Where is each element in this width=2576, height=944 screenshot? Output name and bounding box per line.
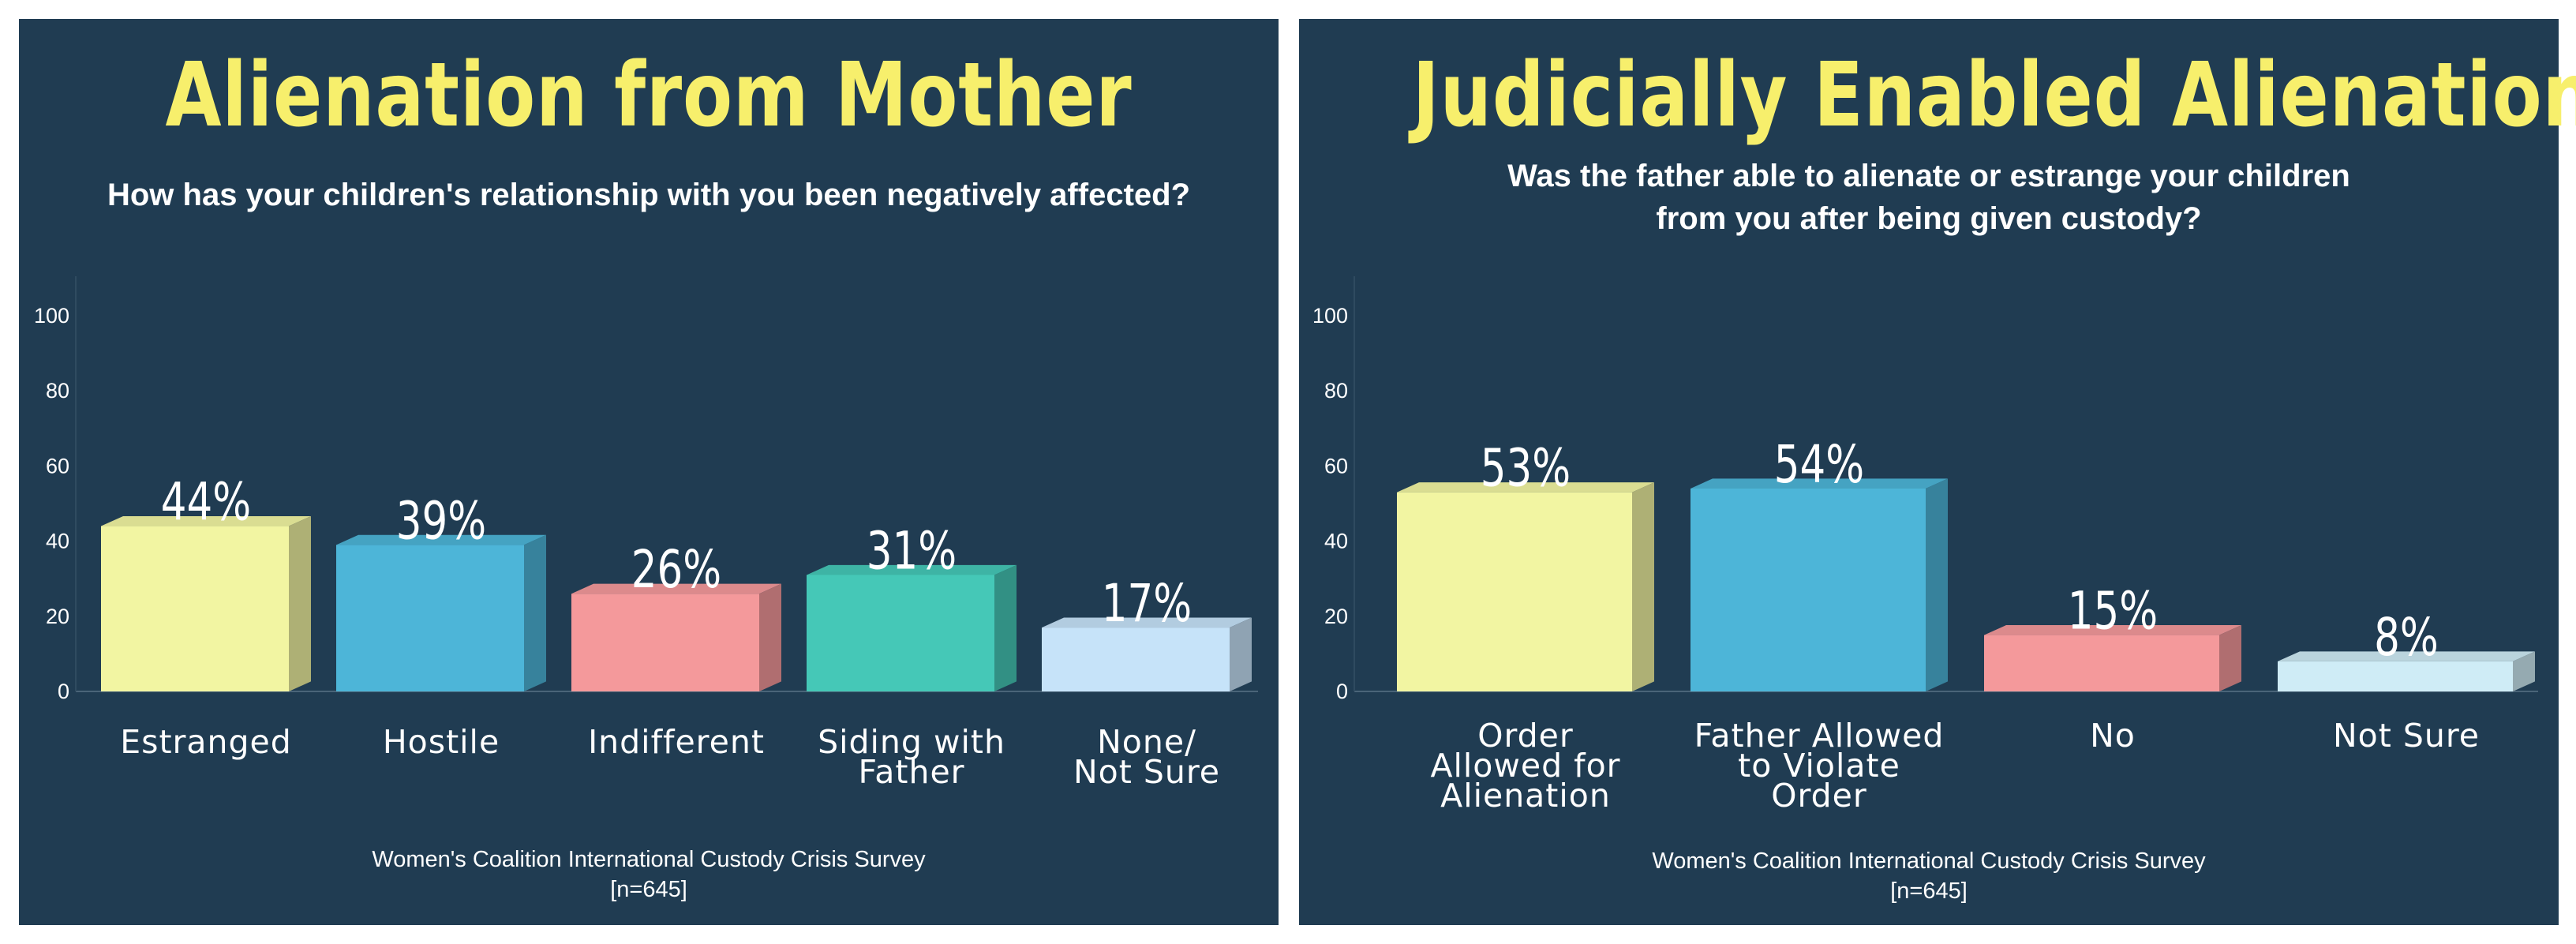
bar-side-face xyxy=(289,515,311,691)
category-label: Father xyxy=(858,753,964,791)
category-label: Not Sure xyxy=(1073,753,1220,791)
bar-top-face xyxy=(571,583,781,594)
category-label: Estranged xyxy=(120,723,292,761)
data-label: 15% xyxy=(2068,580,2158,641)
chart-title: Alienation from Mother xyxy=(165,44,1133,147)
bar-side-face xyxy=(994,564,1017,691)
category-label: Alienation xyxy=(1440,777,1611,815)
y-tick-label: 40 xyxy=(1324,530,1348,553)
category-label: Allowed for xyxy=(1430,747,1620,785)
category-label: No xyxy=(2090,717,2136,755)
data-label: 39% xyxy=(396,490,486,551)
category-label: None/ xyxy=(1097,723,1196,761)
y-tick-label: 20 xyxy=(1324,605,1348,628)
category-label: Father Allowed xyxy=(1694,717,1945,755)
chart-subtitle: How has your children's relationship wit… xyxy=(107,178,1190,212)
bar-chart-left: 0 20 40 60 80 100 44% Estranged 39% Hostile 26% Ind… xyxy=(34,276,1258,791)
chart-panel-right: Judicially Enabled Alienation Was the fa… xyxy=(1299,19,2576,925)
bar-side-face xyxy=(524,534,546,691)
bar xyxy=(2278,661,2513,691)
bar-top-face xyxy=(336,534,546,545)
bar xyxy=(807,575,994,691)
bar-top-face xyxy=(1690,478,1948,489)
source-text: Women's Coalition International Custody … xyxy=(372,847,926,872)
y-tick-label: 20 xyxy=(46,605,69,628)
category-label: Order xyxy=(1477,717,1574,755)
bar xyxy=(1690,488,1926,691)
data-label: 54% xyxy=(1774,434,1864,495)
subtitle-line: from you after being given custody? xyxy=(1656,201,2202,236)
category-label: Indifferent xyxy=(588,723,765,761)
data-label: 17% xyxy=(1102,573,1192,634)
data-label: 31% xyxy=(867,520,957,581)
bar-side-face xyxy=(2513,651,2535,691)
sample-size: [n=645] xyxy=(610,877,687,902)
source-text: Women's Coalition International Custody … xyxy=(1652,848,2206,874)
chart-panel-left: Alienation from Mother How has your chil… xyxy=(19,19,1279,925)
category-label: to Violate xyxy=(1738,747,1900,785)
y-tick-label: 40 xyxy=(46,530,69,553)
category-label: Siding with xyxy=(818,723,1005,761)
bar-top-face xyxy=(1397,482,1654,493)
bar-top-face xyxy=(2278,651,2535,661)
bar-side-face xyxy=(759,583,781,691)
data-label: 44% xyxy=(161,471,251,532)
bar-side-face xyxy=(1926,478,1948,691)
chart-source: Women's Coalition International Custody … xyxy=(19,845,1279,905)
bar-side-face xyxy=(1632,482,1654,691)
y-tick-label: 0 xyxy=(1336,680,1348,703)
bar xyxy=(571,594,759,691)
bar-side-face xyxy=(2219,625,2241,691)
bar xyxy=(1984,635,2219,691)
sample-size: [n=645] xyxy=(1890,878,1968,904)
bar xyxy=(101,526,289,691)
category-label: Hostile xyxy=(383,723,500,761)
subtitle-line: Was the father able to alienate or estra… xyxy=(1507,159,2350,193)
data-label: 53% xyxy=(1481,437,1571,498)
y-tick-label: 80 xyxy=(46,379,69,403)
y-tick-label: 100 xyxy=(34,304,69,328)
bar-top-face xyxy=(807,564,1017,575)
bar-side-face xyxy=(1230,617,1252,691)
chart-subtitle: Was the father able to alienate or estra… xyxy=(1299,155,2559,240)
bar-top-face xyxy=(101,515,311,526)
y-tick-label: 100 xyxy=(1312,304,1348,328)
y-tick-label: 0 xyxy=(58,680,69,703)
y-tick-label: 60 xyxy=(1324,454,1348,478)
y-tick-label: 80 xyxy=(1324,379,1348,403)
bar xyxy=(1042,627,1230,691)
category-label: Not Sure xyxy=(2333,717,2480,755)
chart-source: Women's Coalition International Custody … xyxy=(1299,846,2559,906)
bar xyxy=(1397,492,1632,691)
bar-top-face xyxy=(1984,625,2241,635)
bar-top-face xyxy=(1042,617,1252,628)
chart-title: Judicially Enabled Alienation xyxy=(1412,44,2576,147)
bar xyxy=(336,545,524,691)
data-label: 26% xyxy=(631,539,721,600)
y-tick-label: 60 xyxy=(46,454,69,478)
category-label: Order xyxy=(1771,777,1867,815)
data-label: 8% xyxy=(2374,607,2439,668)
